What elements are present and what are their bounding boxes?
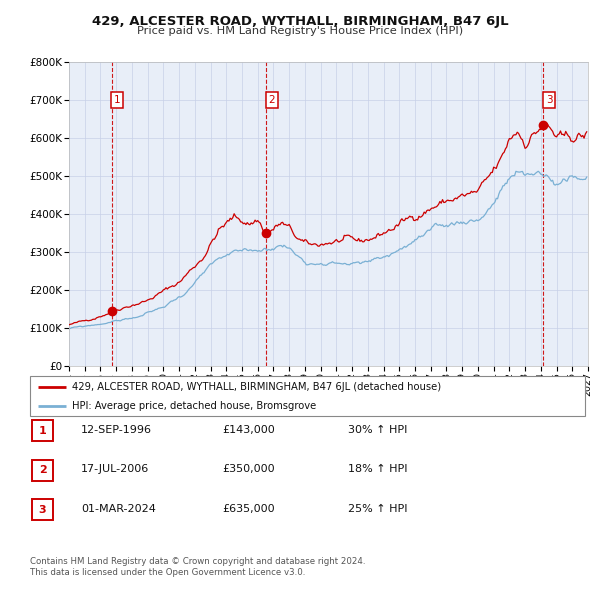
FancyBboxPatch shape (32, 460, 53, 481)
Text: 01-MAR-2024: 01-MAR-2024 (81, 504, 156, 513)
Text: 17-JUL-2006: 17-JUL-2006 (81, 464, 149, 474)
Text: 2: 2 (39, 466, 46, 475)
Text: HPI: Average price, detached house, Bromsgrove: HPI: Average price, detached house, Brom… (71, 401, 316, 411)
Text: £143,000: £143,000 (222, 425, 275, 434)
FancyBboxPatch shape (32, 499, 53, 520)
Text: £350,000: £350,000 (222, 464, 275, 474)
Text: This data is licensed under the Open Government Licence v3.0.: This data is licensed under the Open Gov… (30, 568, 305, 577)
FancyBboxPatch shape (30, 376, 585, 416)
Text: 3: 3 (546, 95, 553, 105)
Text: 12-SEP-1996: 12-SEP-1996 (81, 425, 152, 434)
Text: 18% ↑ HPI: 18% ↑ HPI (348, 464, 407, 474)
Text: 25% ↑ HPI: 25% ↑ HPI (348, 504, 407, 513)
Text: 1: 1 (114, 95, 121, 105)
Text: 429, ALCESTER ROAD, WYTHALL, BIRMINGHAM, B47 6JL: 429, ALCESTER ROAD, WYTHALL, BIRMINGHAM,… (92, 15, 508, 28)
Text: 30% ↑ HPI: 30% ↑ HPI (348, 425, 407, 434)
Text: Contains HM Land Registry data © Crown copyright and database right 2024.: Contains HM Land Registry data © Crown c… (30, 558, 365, 566)
Text: 2: 2 (269, 95, 275, 105)
Text: 1: 1 (39, 426, 46, 435)
Text: Price paid vs. HM Land Registry's House Price Index (HPI): Price paid vs. HM Land Registry's House … (137, 26, 463, 36)
Text: £635,000: £635,000 (222, 504, 275, 513)
Text: 429, ALCESTER ROAD, WYTHALL, BIRMINGHAM, B47 6JL (detached house): 429, ALCESTER ROAD, WYTHALL, BIRMINGHAM,… (71, 382, 441, 392)
FancyBboxPatch shape (32, 420, 53, 441)
Text: 3: 3 (39, 505, 46, 514)
